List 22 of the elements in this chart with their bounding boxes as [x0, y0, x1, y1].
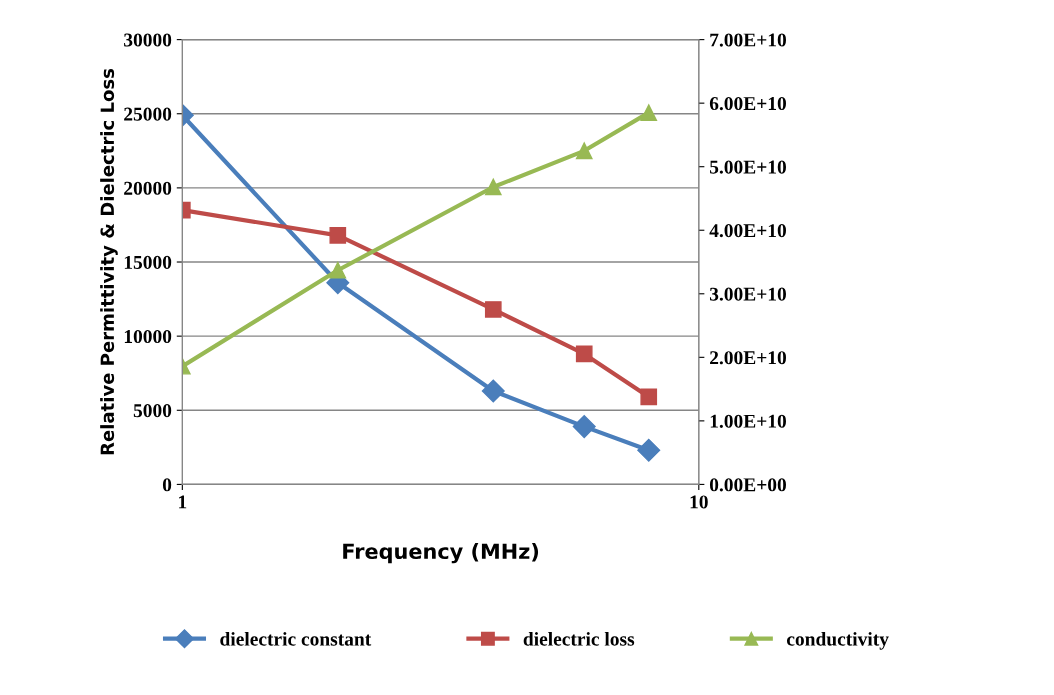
y-tick-label: 20000: [124, 181, 172, 195]
y2-tick-label: 4.00E+10: [709, 224, 786, 238]
y2-tick-label: 0.00E+00: [709, 478, 786, 492]
y-tick-label: 15000: [124, 255, 172, 269]
y2-tick-label: 3.00E+10: [709, 287, 786, 301]
legend-label: dielectric loss: [523, 632, 635, 646]
y-tick-label: 0: [162, 478, 172, 492]
x-tick-label: 10: [690, 495, 708, 509]
y-tick-label: 10000: [124, 329, 172, 344]
y2-tick-label: 5.00E+10: [710, 160, 786, 174]
y-tick-label: 25000: [124, 107, 172, 121]
y2-tick-label: 7.00E+10: [710, 33, 786, 47]
legend-label: conductivity: [786, 632, 889, 650]
legend-label: dielectric constant: [220, 632, 372, 646]
y2-tick-label: 2.00E+10: [710, 351, 786, 365]
y2-tick-label: 6.00E+10: [709, 96, 786, 111]
y2-tick-label: 1.00E+10: [710, 414, 786, 428]
y-tick-label: 5000: [133, 404, 172, 418]
x-axis-title: Frequency (MHz): [343, 543, 539, 564]
y-axis-title: Relative Permittivity & Dielectric Loss: [100, 68, 118, 455]
x-tick-label: 1: [179, 495, 187, 509]
y-tick-label: 30000: [124, 33, 172, 47]
